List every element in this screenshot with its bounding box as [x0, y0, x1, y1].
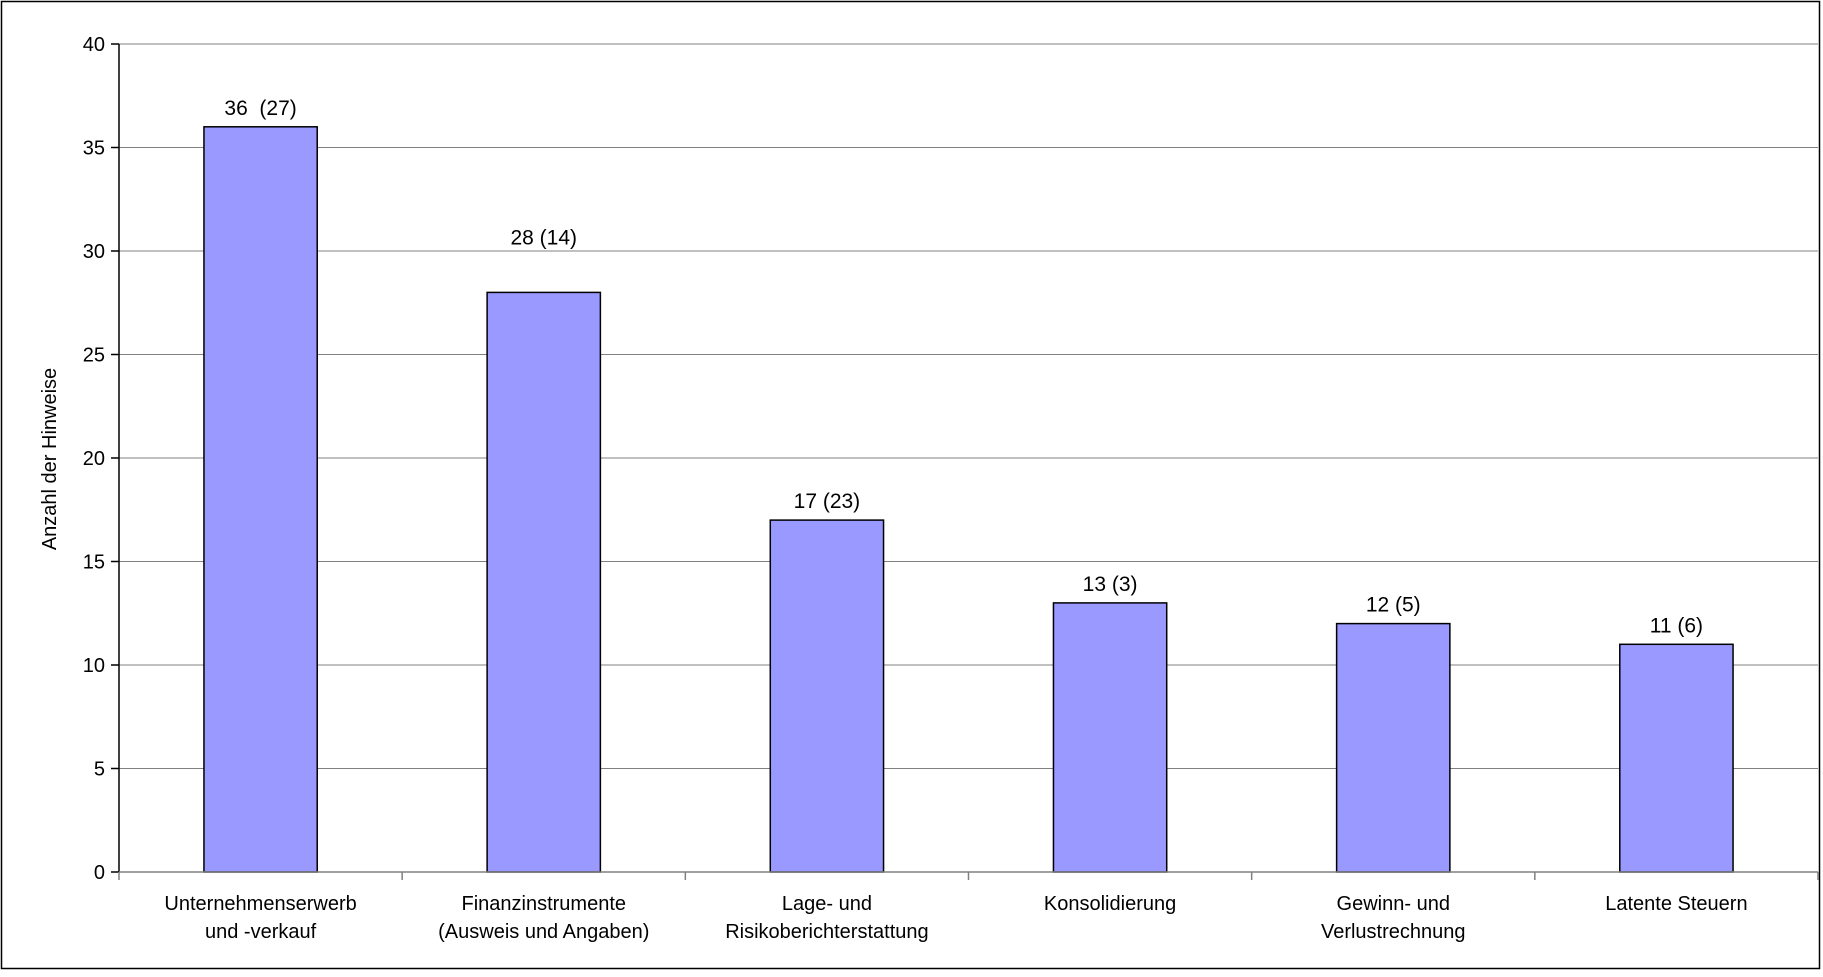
x-tick-label: Finanzinstrumente (Ausweis und Angaben) [438, 893, 649, 943]
data-label: 12 (5) [1366, 594, 1421, 617]
y-tick-label: 15 [83, 552, 105, 574]
data-label: 28 (14) [510, 226, 577, 249]
labels: 0 5 10 15 20 25 30 35 40 Unternehmenserwerb und -v… [83, 34, 1748, 943]
bar [1335, 622, 1451, 873]
data-label: 36 (27) [224, 97, 296, 120]
x-tick-label: Konsolidierung [1044, 893, 1176, 915]
y-tick-label: 30 [83, 241, 105, 263]
y-tick-label: 35 [83, 138, 105, 160]
y-tick-label: 0 [94, 862, 105, 884]
bar [486, 291, 602, 873]
bar [769, 519, 885, 873]
y-tick-label: 20 [83, 448, 105, 470]
bar [1619, 643, 1734, 873]
y-axis-title: Anzahl der Hinweise [39, 368, 61, 550]
bar [1052, 602, 1168, 873]
bars [203, 126, 1734, 873]
x-tick-label: Unternehmenserwerb und -verkauf [164, 893, 356, 943]
x-tick-label: Lage- und Risikoberichterstattung [725, 893, 928, 943]
y-tick-label: 5 [94, 759, 105, 781]
data-label: 17 (23) [794, 490, 861, 513]
data-label: 13 (3) [1083, 573, 1138, 596]
axes [111, 43, 1819, 880]
data-label: 11 (6) [1650, 614, 1703, 637]
x-tick-label: Latente Steuern [1605, 893, 1747, 915]
y-tick-label: 10 [83, 655, 105, 677]
y-tick-label: 40 [83, 34, 105, 56]
y-tick-label: 25 [83, 345, 105, 367]
x-tick-label: Gewinn- und Verlustrechnung [1321, 893, 1466, 943]
bar [203, 126, 318, 873]
gridlines [119, 43, 1818, 769]
